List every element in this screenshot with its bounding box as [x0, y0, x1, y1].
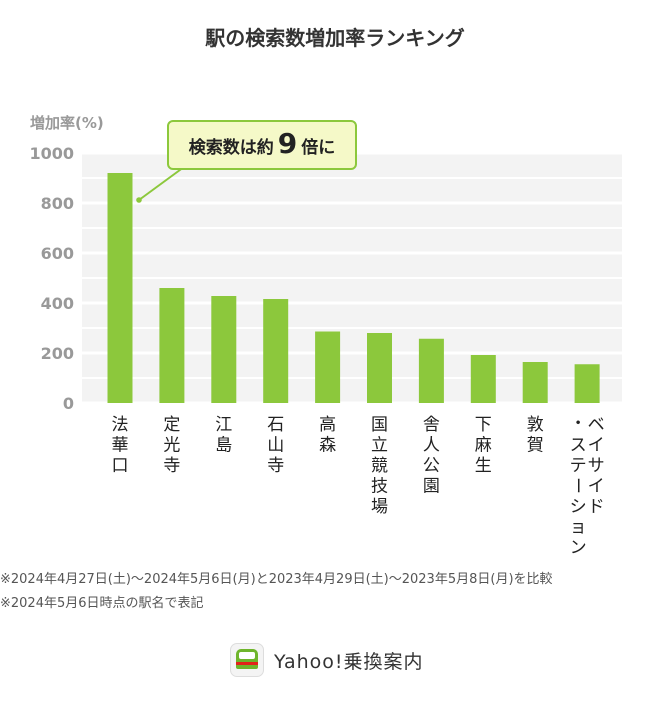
chart-title: 駅の検索数増加率ランキング: [205, 26, 465, 50]
svg-text:高: 高: [319, 415, 336, 435]
y-tick-label: 400: [41, 294, 74, 313]
svg-text:寺: 寺: [267, 456, 284, 476]
svg-text:光: 光: [163, 436, 180, 456]
annotation-box: [167, 120, 357, 170]
y-axis-label: 増加率(%): [30, 114, 104, 132]
x-tick-label: 江島: [215, 415, 232, 456]
svg-text:イ: イ: [588, 477, 605, 497]
bar: [107, 173, 133, 403]
y-tick-label: 600: [41, 244, 74, 263]
x-tick-label: 定光寺: [163, 415, 180, 476]
bar: [315, 331, 341, 403]
annotation-text: 検索数は約 9 倍に: [189, 127, 335, 160]
svg-text:園: 園: [423, 477, 440, 497]
svg-text:麻: 麻: [475, 436, 492, 456]
svg-text:ス: ス: [570, 436, 587, 456]
y-tick-label: 200: [41, 344, 74, 363]
svg-text:公: 公: [423, 456, 440, 476]
svg-text:生: 生: [475, 456, 492, 476]
svg-text:賀: 賀: [527, 436, 544, 456]
bar: [522, 362, 548, 403]
svg-text:江: 江: [215, 415, 232, 435]
svg-text:舎: 舎: [423, 415, 440, 435]
y-tick-label: 1000: [29, 144, 74, 163]
svg-text:下: 下: [475, 415, 492, 435]
svg-text:国: 国: [371, 415, 388, 435]
footnote-station-names: ※2024年5月6日時点の駅名で表記: [0, 596, 204, 611]
svg-text:イ: イ: [588, 436, 605, 456]
svg-text:技: 技: [371, 477, 388, 497]
footnotes: ※2024年4月27日(土)～2024年5月6日(月)と2023年4月29日(土…: [0, 568, 670, 616]
x-tick-label: 法華口: [112, 415, 129, 476]
y-tick-label: 0: [63, 394, 74, 413]
svg-text:ベ: ベ: [588, 415, 605, 435]
svg-text:山: 山: [267, 436, 284, 456]
svg-text:人: 人: [423, 436, 440, 456]
svg-text:法: 法: [112, 415, 129, 435]
x-tick-label: 敦賀: [527, 415, 544, 456]
svg-text:場: 場: [371, 497, 388, 517]
svg-text:口: 口: [112, 456, 129, 476]
svg-text:森: 森: [319, 436, 336, 456]
bar: [159, 288, 185, 403]
y-tick-label: 800: [41, 194, 74, 213]
svg-text:寺: 寺: [163, 456, 180, 476]
svg-text:サ: サ: [588, 456, 605, 476]
svg-text:ド: ド: [588, 497, 605, 517]
train-icon: [230, 643, 264, 677]
bar: [367, 333, 392, 403]
svg-text:ー: ー: [567, 477, 587, 494]
svg-text:石: 石: [267, 415, 284, 435]
brand-name: Yahoo!乗換案内: [274, 650, 424, 673]
bar: [470, 355, 496, 403]
svg-text:・: ・: [570, 414, 587, 434]
x-tick-label: 石山寺: [267, 415, 284, 476]
svg-text:ョ: ョ: [570, 518, 587, 538]
brand-logo: Yahoo!乗換案内: [230, 640, 424, 680]
svg-text:シ: シ: [570, 497, 587, 517]
bar: [418, 338, 444, 403]
svg-text:華: 華: [112, 436, 129, 456]
x-tick-label: 下麻生: [475, 415, 492, 476]
bar: [263, 299, 289, 403]
svg-text:立: 立: [371, 436, 388, 456]
svg-text:競: 競: [371, 456, 388, 476]
x-tick-label: 高森: [319, 415, 336, 456]
svg-text:定: 定: [163, 415, 180, 435]
annotation-dot: [136, 197, 142, 203]
svg-text:島: 島: [215, 436, 232, 456]
bar: [574, 364, 600, 403]
svg-text:テ: テ: [570, 456, 587, 476]
annotation-leader-line: [138, 166, 185, 201]
bar: [211, 296, 237, 403]
svg-text:敦: 敦: [527, 415, 544, 435]
svg-text:ン: ン: [570, 538, 587, 558]
footnote-comparison-period: ※2024年4月27日(土)～2024年5月6日(月)と2023年4月29日(土…: [0, 572, 553, 587]
